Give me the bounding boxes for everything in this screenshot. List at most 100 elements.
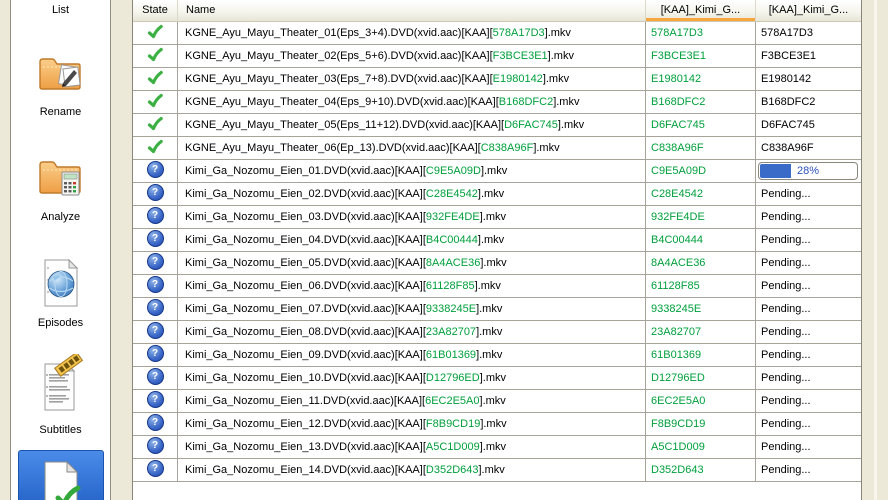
- check-icon: [147, 70, 163, 86]
- state-cell: [133, 114, 178, 136]
- table-row[interactable]: ? Kimi_Ga_Nozomu_Eien_14.DVD(xvid.aac)[KA…: [133, 459, 861, 482]
- state-cell: [133, 137, 178, 159]
- result-cell: Pending...: [761, 418, 811, 430]
- expected-crc-cell: 23A82707: [646, 321, 756, 343]
- expected-crc-cell: C9E5A09D: [646, 160, 756, 182]
- result-cell: C838A96F: [761, 142, 814, 154]
- sidebar-item-selected[interactable]: [18, 450, 104, 500]
- sidebar-item-label: List: [51, 4, 70, 16]
- filename-cell: Kimi_Ga_Nozomu_Eien_13.DVD(xvid.aac)[KAA…: [178, 436, 646, 458]
- column-header-name[interactable]: Name: [178, 0, 646, 21]
- question-icon: ?: [146, 368, 164, 386]
- column-header-kaa-result[interactable]: [KAA]_Kimi_G...: [768, 4, 849, 16]
- expected-crc-cell: B4C00444: [646, 229, 756, 251]
- result-cell: B168DFC2: [761, 96, 816, 108]
- result-cell: F3BCE3E1: [761, 50, 817, 62]
- result-cell: Pending...: [761, 395, 811, 407]
- question-icon: ?: [146, 184, 164, 202]
- result-cell: 578A17D3: [761, 27, 813, 39]
- result-cell: Pending...: [761, 257, 811, 269]
- sidebar-item-rename[interactable]: Rename: [11, 46, 110, 118]
- expected-crc-cell: 932FE4DE: [646, 206, 756, 228]
- table-row[interactable]: ? Kimi_Ga_Nozomu_Eien_08.DVD(xvid.aac)[KA…: [133, 321, 861, 344]
- state-cell: ?: [133, 183, 178, 205]
- table-row[interactable]: ? Kimi_Ga_Nozomu_Eien_05.DVD(xvid.aac)[KA…: [133, 252, 861, 275]
- filename-cell: Kimi_Ga_Nozomu_Eien_04.DVD(xvid.aac)[KAA…: [178, 229, 646, 251]
- result-cell: Pending...: [761, 211, 811, 223]
- sidebar: List Rename: [10, 0, 111, 500]
- question-icon: ?: [146, 322, 164, 340]
- state-cell: ?: [133, 229, 178, 251]
- table-row[interactable]: ? Kimi_Ga_Nozomu_Eien_09.DVD(xvid.aac)[KA…: [133, 344, 861, 367]
- table-row[interactable]: ? Kimi_Ga_Nozomu_Eien_10.DVD(xvid.aac)[KA…: [133, 367, 861, 390]
- filename-cell: KGNE_Ayu_Mayu_Theater_06(Ep_13).DVD(xvid…: [178, 137, 646, 159]
- question-icon: ?: [146, 161, 164, 179]
- check-icon: [147, 93, 163, 109]
- question-icon: ?: [146, 299, 164, 317]
- filename-cell: Kimi_Ga_Nozomu_Eien_07.DVD(xvid.aac)[KAA…: [178, 298, 646, 320]
- expected-crc-cell: C28E4542: [646, 183, 756, 205]
- question-icon: ?: [146, 437, 164, 455]
- filename-cell: Kimi_Ga_Nozomu_Eien_08.DVD(xvid.aac)[KAA…: [178, 321, 646, 343]
- expected-crc-cell: D6FAC745: [646, 114, 756, 136]
- result-cell: Pending...: [761, 372, 811, 384]
- table-row[interactable]: ? Kimi_Ga_Nozomu_Eien_12.DVD(xvid.aac)[KA…: [133, 413, 861, 436]
- expected-crc-cell: B168DFC2: [646, 91, 756, 113]
- expected-crc-cell: F3BCE3E1: [646, 45, 756, 67]
- table-row[interactable]: ? Kimi_Ga_Nozomu_Eien_04.DVD(xvid.aac)[KA…: [133, 229, 861, 252]
- state-cell: ?: [133, 252, 178, 274]
- table-row[interactable]: ? Kimi_Ga_Nozomu_Eien_13.DVD(xvid.aac)[KA…: [133, 436, 861, 459]
- question-icon: ?: [146, 414, 164, 432]
- check-icon: [147, 24, 163, 40]
- state-cell: ?: [133, 459, 178, 481]
- question-icon: ?: [146, 253, 164, 271]
- state-cell: ?: [133, 206, 178, 228]
- result-cell: Pending...: [761, 188, 811, 200]
- state-cell: ?: [133, 344, 178, 366]
- sidebar-item-list[interactable]: List: [11, 1, 110, 16]
- table-row[interactable]: ? Kimi_Ga_Nozomu_Eien_11.DVD(xvid.aac)[KA…: [133, 390, 861, 413]
- sidebar-item-analyze[interactable]: Analyze: [11, 151, 110, 223]
- file-table: State Name [KAA]_Kimi_G... [KAA]_Kimi_G.…: [132, 0, 862, 500]
- state-cell: ?: [133, 275, 178, 297]
- state-cell: ?: [133, 298, 178, 320]
- state-cell: [133, 22, 178, 44]
- table-row[interactable]: KGNE_Ayu_Mayu_Theater_03(Eps_7+8).DVD(xv…: [133, 68, 861, 91]
- state-cell: ?: [133, 321, 178, 343]
- state-cell: ?: [133, 367, 178, 389]
- sidebar-item-label: Episodes: [37, 317, 84, 329]
- result-cell: 28%: [756, 160, 861, 182]
- filename-cell: Kimi_Ga_Nozomu_Eien_06.DVD(xvid.aac)[KAA…: [178, 275, 646, 297]
- expected-crc-cell: C838A96F: [646, 137, 756, 159]
- question-icon: ?: [146, 460, 164, 478]
- table-row[interactable]: ? Kimi_Ga_Nozomu_Eien_03.DVD(xvid.aac)[KA…: [133, 206, 861, 229]
- table-row[interactable]: ? Kimi_Ga_Nozomu_Eien_02.DVD(xvid.aac)[KA…: [133, 183, 861, 206]
- table-row[interactable]: KGNE_Ayu_Mayu_Theater_04(Eps_9+10).DVD(x…: [133, 91, 861, 114]
- table-row[interactable]: ? Kimi_Ga_Nozomu_Eien_07.DVD(xvid.aac)[KA…: [133, 298, 861, 321]
- table-row[interactable]: KGNE_Ayu_Mayu_Theater_06(Ep_13).DVD(xvid…: [133, 137, 861, 160]
- table-row[interactable]: KGNE_Ayu_Mayu_Theater_05(Eps_11+12).DVD(…: [133, 114, 861, 137]
- filename-cell: Kimi_Ga_Nozomu_Eien_02.DVD(xvid.aac)[KAA…: [178, 183, 646, 205]
- table-row[interactable]: ? Kimi_Ga_Nozomu_Eien_01.DVD(xvid.aac)[KA…: [133, 160, 861, 183]
- progress-fill: [760, 164, 792, 178]
- expected-crc-cell: D352D643: [646, 459, 756, 481]
- table-row[interactable]: ? Kimi_Ga_Nozomu_Eien_06.DVD(xvid.aac)[KA…: [133, 275, 861, 298]
- expected-crc-cell: 578A17D3: [646, 22, 756, 44]
- expected-crc-cell: 61B01369: [646, 344, 756, 366]
- sidebar-item-subtitles[interactable]: Subtitles: [11, 351, 110, 436]
- table-row[interactable]: KGNE_Ayu_Mayu_Theater_01(Eps_3+4).DVD(xv…: [133, 22, 861, 45]
- filename-cell: KGNE_Ayu_Mayu_Theater_04(Eps_9+10).DVD(x…: [178, 91, 646, 113]
- column-header-kaa-expected[interactable]: [KAA]_Kimi_G...: [646, 0, 756, 21]
- sidebar-item-episodes[interactable]: Episodes: [11, 257, 110, 329]
- expected-crc-cell: F8B9CD19: [646, 413, 756, 435]
- expected-crc-cell: 61128F85: [646, 275, 756, 297]
- column-header-state[interactable]: State: [133, 0, 178, 21]
- result-cell: Pending...: [761, 349, 811, 361]
- filename-cell: Kimi_Ga_Nozomu_Eien_01.DVD(xvid.aac)[KAA…: [178, 160, 646, 182]
- subtitles-script-icon: [11, 351, 110, 421]
- question-icon: ?: [146, 276, 164, 294]
- expected-crc-cell: D12796ED: [646, 367, 756, 389]
- table-row[interactable]: KGNE_Ayu_Mayu_Theater_02(Eps_5+6).DVD(xv…: [133, 45, 861, 68]
- question-icon: ?: [146, 345, 164, 363]
